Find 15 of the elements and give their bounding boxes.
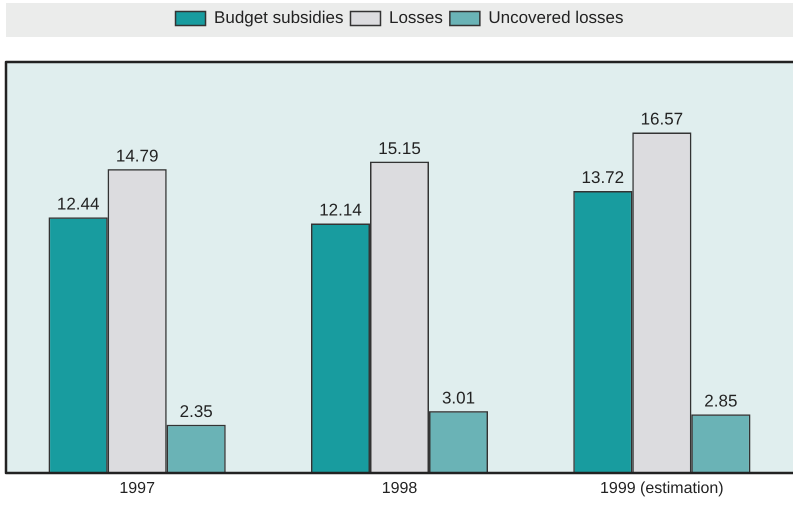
data-label: 16.57 bbox=[640, 110, 684, 129]
data-label: 2.35 bbox=[180, 402, 213, 421]
data-label: 14.79 bbox=[116, 146, 158, 166]
legend-label: Losses bbox=[388, 8, 443, 28]
data-label: 3.01 bbox=[442, 388, 476, 408]
data-label: 15.15 bbox=[378, 138, 421, 158]
data-label: 12.14 bbox=[319, 200, 362, 220]
legend-label: Uncovered losses bbox=[488, 8, 624, 28]
x-tick-label: 1997 bbox=[119, 480, 156, 498]
data-label: 2.85 bbox=[704, 392, 738, 411]
data-label: 13.72 bbox=[582, 168, 624, 188]
data-label: 12.44 bbox=[56, 194, 100, 214]
x-tick-label: 1999 (estimation) bbox=[600, 480, 724, 498]
legend-label: Budget subsidies bbox=[214, 8, 344, 28]
x-tick-label: 1998 bbox=[382, 480, 418, 498]
